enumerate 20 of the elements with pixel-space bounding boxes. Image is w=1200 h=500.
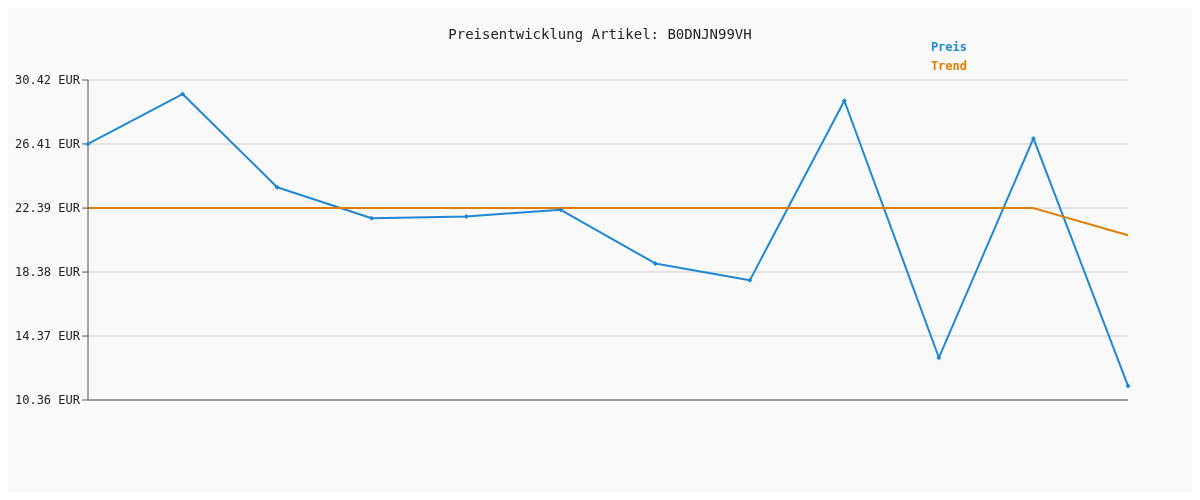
y-tick-label: 18.38 EUR [14,265,81,280]
point [369,215,375,221]
y-tick-label: 10.36 EUR [14,393,81,408]
y-tick-label: 14.37 EUR [14,329,81,344]
text: Preis [930,39,967,56]
y-tick-label: 22.39 EUR [14,201,81,216]
point [936,355,942,361]
point [463,213,469,219]
y-tick-label: 26.41 EUR [14,137,81,152]
point [1030,135,1036,141]
y-tick-label: 30.42 EUR [14,73,81,88]
text: Trend [930,58,967,75]
point [1125,383,1131,389]
point [274,184,280,190]
chart-title: Preisentwicklung Artikel: B0DNJN99VH [448,26,752,42]
point [652,260,658,266]
point [85,141,91,147]
point [747,277,753,283]
point [180,91,186,97]
point [558,207,564,213]
